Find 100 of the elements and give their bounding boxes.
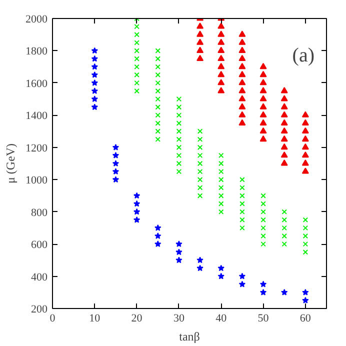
y-tick-label: 1800	[26, 46, 48, 58]
point	[91, 104, 98, 110]
point	[133, 208, 140, 215]
point	[260, 103, 267, 110]
x-tick-label: 20	[131, 312, 143, 324]
y-tick-label: 1000	[26, 174, 48, 187]
point	[260, 288, 267, 296]
point	[238, 103, 246, 110]
point	[280, 95, 288, 102]
point	[196, 38, 204, 45]
point	[218, 272, 224, 280]
point	[302, 168, 309, 174]
point	[302, 296, 309, 304]
point	[196, 264, 204, 272]
y-tick-label: 200	[31, 304, 48, 316]
point	[260, 87, 267, 94]
point	[280, 135, 288, 142]
point	[302, 135, 309, 142]
y-tick-label: 800	[31, 206, 48, 219]
point	[196, 30, 204, 37]
point	[176, 248, 182, 256]
x-tick-label: 0	[50, 312, 56, 324]
y-tick-label: 600	[31, 239, 48, 252]
x-tick-label: 60	[300, 312, 312, 324]
point	[238, 87, 246, 94]
point	[280, 119, 288, 126]
point	[238, 272, 246, 280]
point	[302, 111, 309, 118]
point	[302, 160, 309, 166]
point	[302, 151, 309, 158]
point	[280, 143, 288, 150]
point	[238, 46, 246, 53]
point	[260, 135, 267, 142]
point	[218, 30, 225, 37]
point	[260, 127, 267, 134]
point	[238, 70, 246, 78]
point	[218, 46, 225, 53]
y-axis-title: μ (GeV)	[4, 143, 18, 184]
point	[238, 62, 246, 70]
point	[260, 280, 267, 288]
point	[196, 54, 204, 62]
annotation: (a)	[292, 44, 315, 66]
point	[218, 70, 225, 78]
point	[154, 224, 162, 231]
point	[91, 88, 98, 94]
point	[91, 63, 98, 70]
point	[218, 22, 225, 29]
point	[260, 119, 267, 126]
x-tick-label: 40	[216, 312, 228, 324]
point	[91, 96, 98, 102]
point	[280, 288, 288, 296]
point	[196, 22, 204, 29]
x-tick-label: 50	[258, 312, 270, 324]
point	[133, 216, 140, 223]
y-tick-label: 2000	[26, 14, 48, 26]
point	[260, 78, 267, 86]
point	[112, 144, 120, 150]
point	[91, 47, 98, 54]
x-tick-label: 10	[89, 312, 101, 324]
point	[91, 55, 98, 62]
x-axis-title: tanβ	[179, 330, 200, 344]
point	[218, 62, 225, 70]
point	[280, 111, 288, 118]
point	[91, 79, 98, 86]
point	[112, 168, 120, 174]
point	[238, 54, 246, 62]
point	[91, 71, 98, 78]
point	[218, 87, 225, 94]
point	[302, 119, 309, 126]
point	[238, 280, 246, 288]
point	[218, 264, 224, 272]
point	[176, 256, 182, 264]
point	[154, 232, 162, 239]
point	[260, 111, 267, 118]
point	[260, 70, 267, 78]
point	[280, 103, 288, 110]
point	[238, 78, 246, 86]
point	[238, 111, 246, 118]
point	[112, 152, 120, 158]
point	[218, 54, 225, 62]
y-tick-label: 1200	[26, 142, 48, 154]
y-tick-label: 1400	[26, 110, 48, 122]
point	[302, 288, 309, 296]
point	[112, 160, 120, 166]
point	[133, 192, 140, 199]
point	[176, 240, 182, 247]
point	[218, 78, 225, 86]
point	[154, 240, 162, 247]
point	[196, 46, 204, 53]
point	[112, 176, 120, 183]
point	[302, 127, 309, 134]
point	[260, 62, 267, 70]
point	[280, 87, 288, 94]
point	[238, 38, 246, 45]
point	[238, 119, 246, 126]
point	[302, 143, 309, 150]
y-tick-label: 400	[31, 271, 48, 284]
point	[280, 127, 288, 134]
point	[238, 30, 246, 37]
y-tick-label: 1600	[26, 78, 48, 90]
